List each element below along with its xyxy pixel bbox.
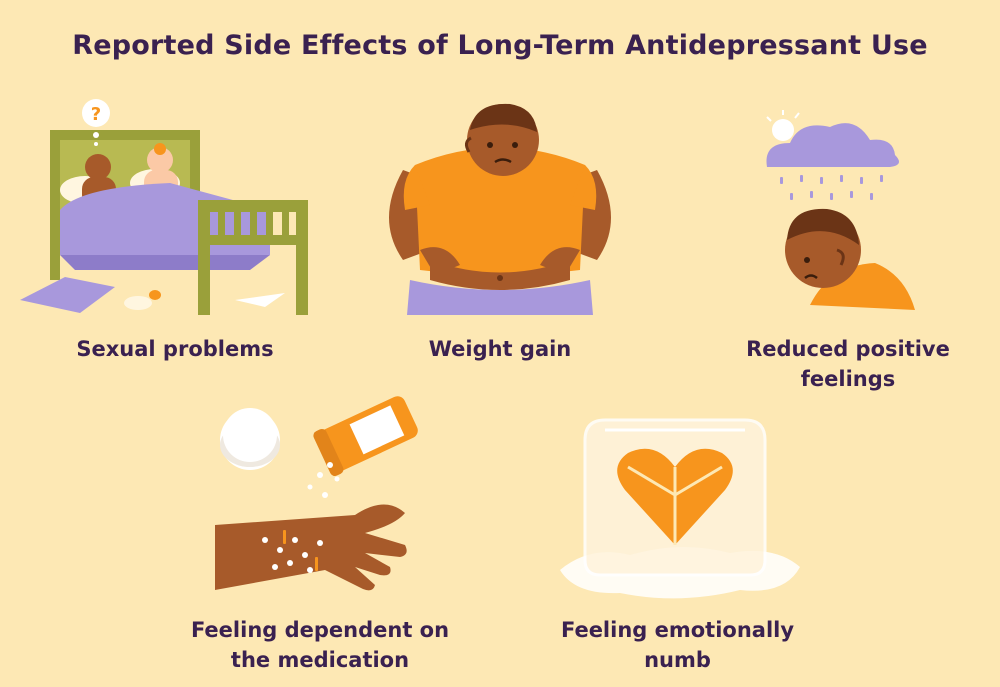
frozen-heart-icon — [560, 418, 800, 599]
label-feeling-dependent: Feeling dependent on the medication — [190, 618, 450, 672]
label-reduced-positive-feelings: Reduced positive feelings — [746, 337, 950, 391]
bed-couple-icon: ? — [20, 99, 308, 315]
question-mark: ? — [91, 104, 101, 125]
label-sexual-problems: Sexual problems — [76, 337, 274, 361]
overweight-person-icon — [389, 103, 611, 315]
label-emotionally-numb: Feeling emotionally numb — [560, 618, 795, 672]
page-title: Reported Side Effects of Long-Term Antid… — [72, 30, 928, 61]
pills-hand-icon — [215, 396, 418, 591]
rain-cloud-sad-person-icon — [766, 110, 915, 310]
label-weight-gain: Weight gain — [428, 337, 572, 361]
